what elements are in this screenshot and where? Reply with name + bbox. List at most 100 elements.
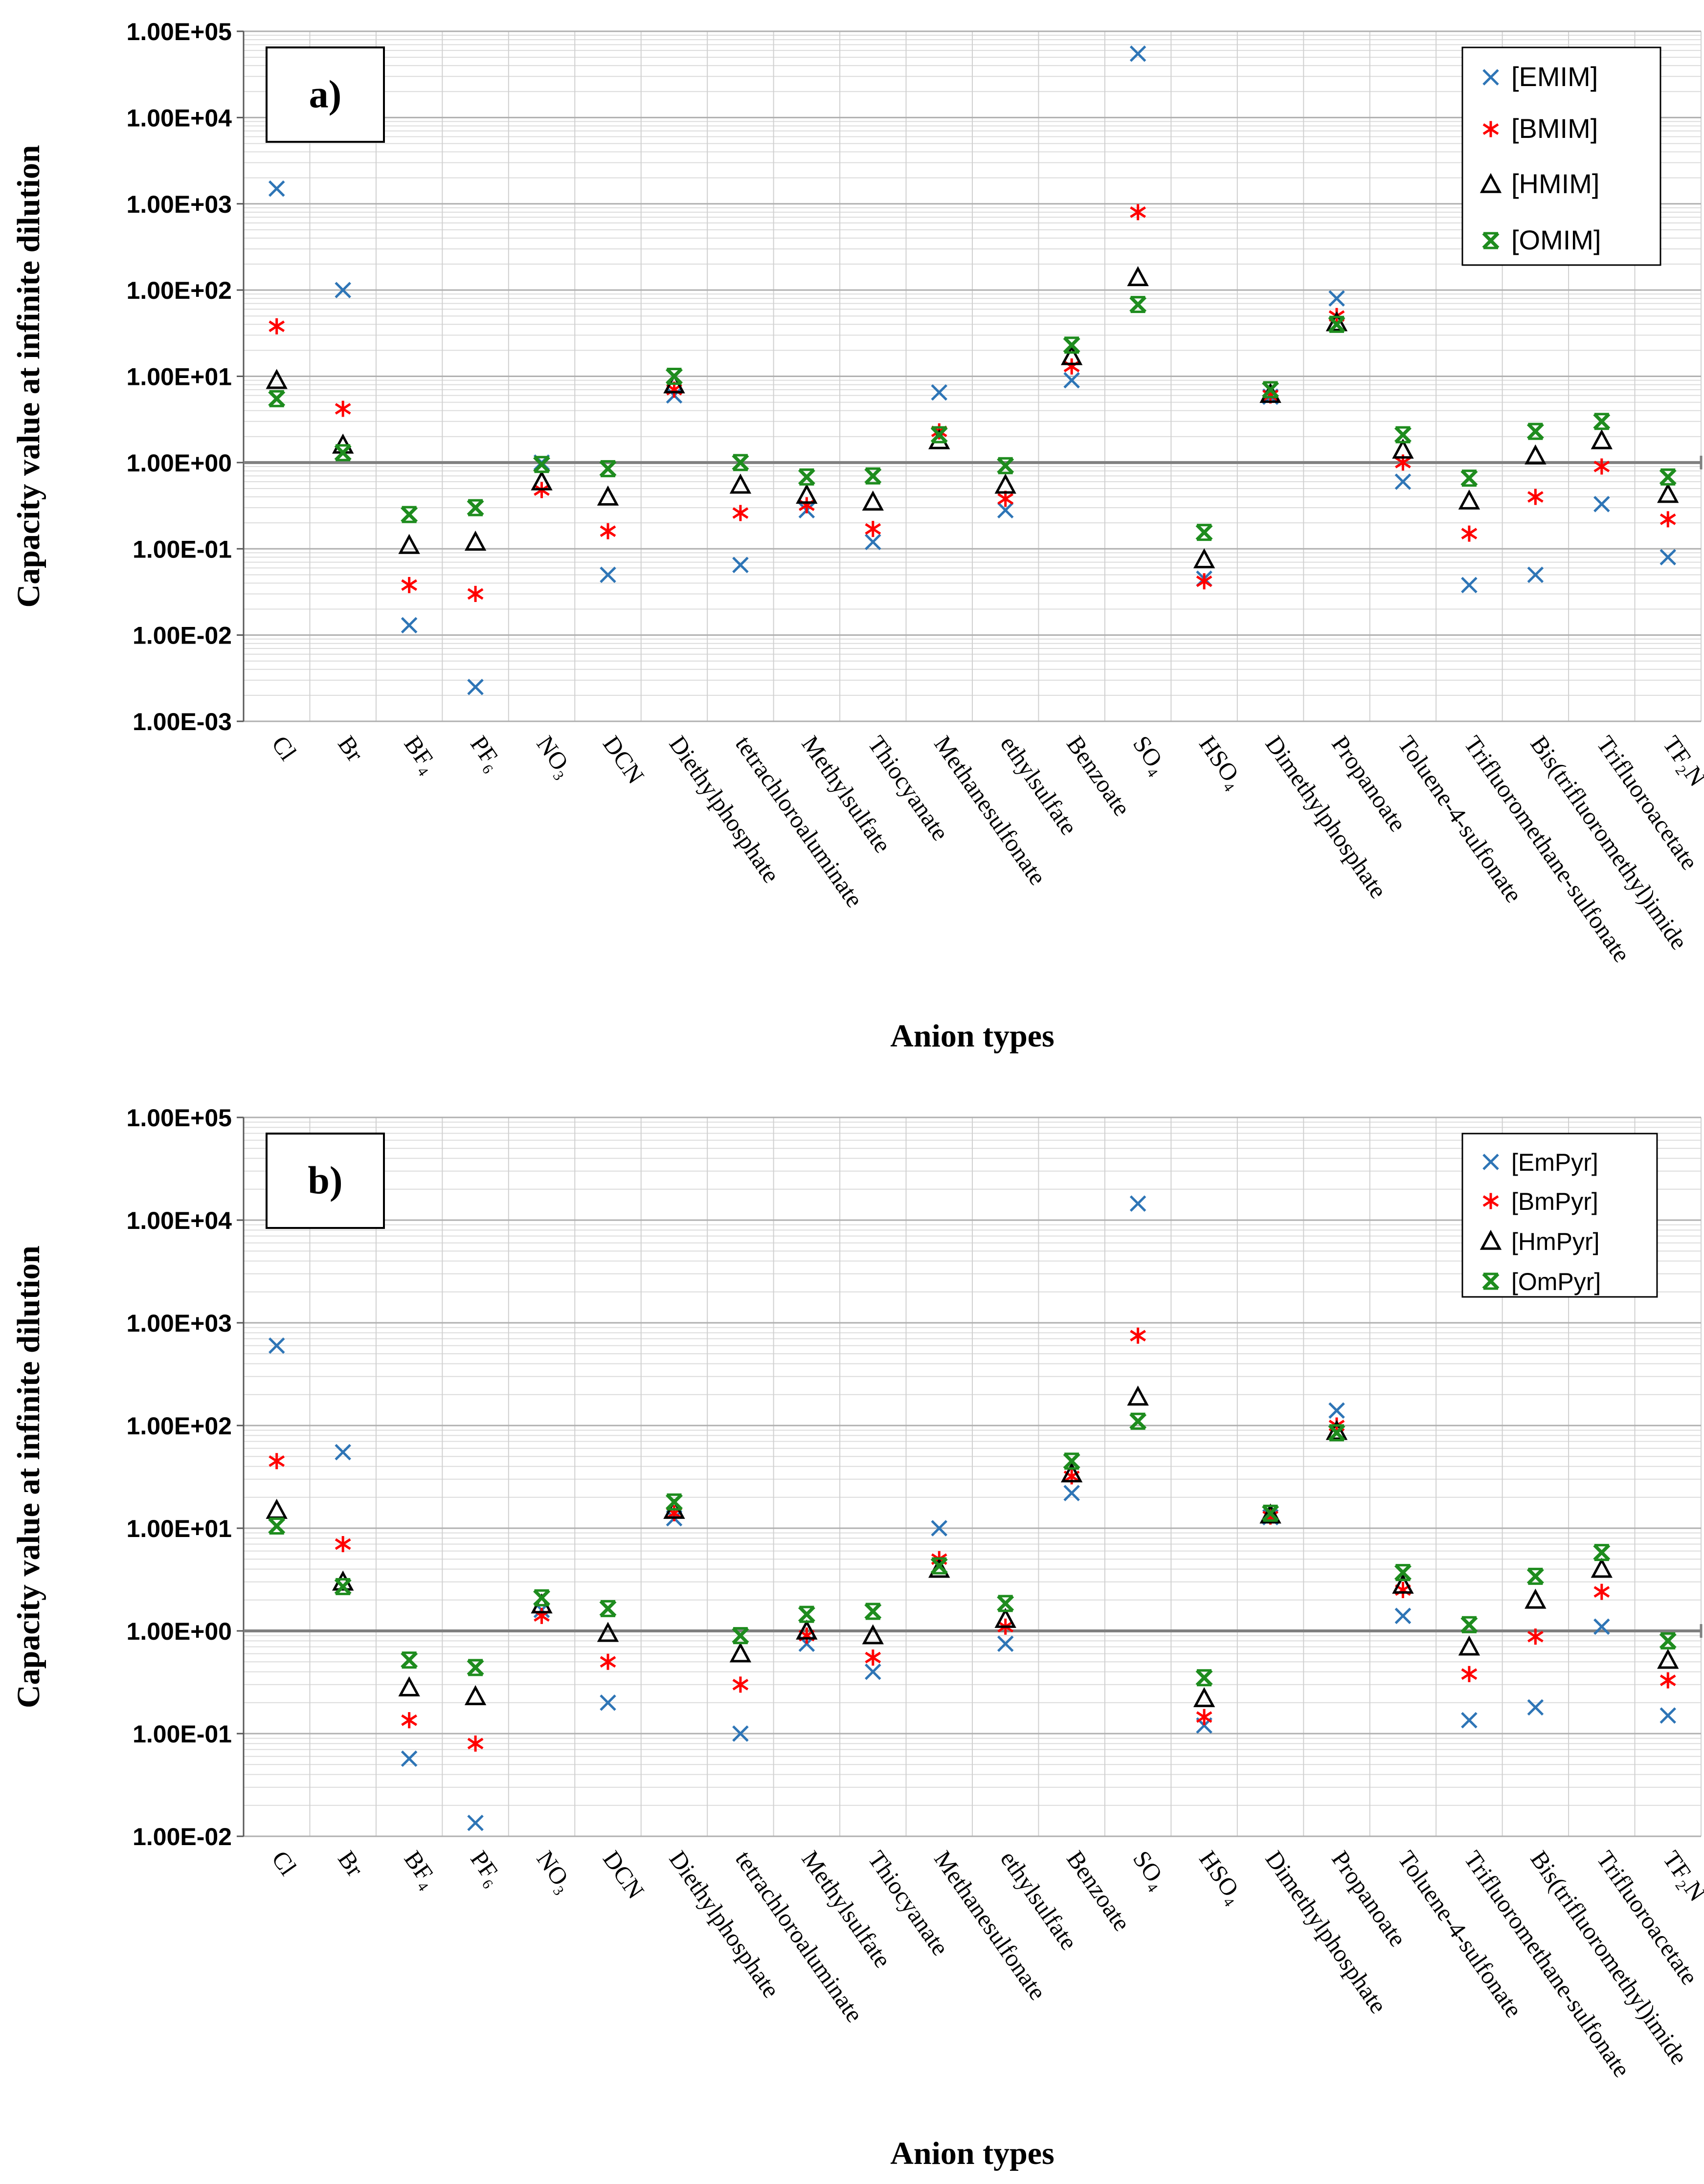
y-tick-label: 1.00E+00 xyxy=(127,1618,232,1645)
legend-label: [OMIM] xyxy=(1511,224,1601,255)
marker-stroke xyxy=(269,320,285,333)
data-point xyxy=(732,454,749,471)
marker-stroke xyxy=(862,1624,884,1645)
data-point xyxy=(1458,1635,1480,1656)
data-point xyxy=(1394,473,1412,490)
marker-stroke xyxy=(931,384,948,401)
data-point xyxy=(1129,45,1146,62)
data-point xyxy=(997,457,1014,474)
marker-stroke xyxy=(862,490,884,511)
x-category-label: BF₄ xyxy=(399,1846,444,1893)
marker-stroke xyxy=(1659,1674,1676,1686)
data-point xyxy=(1527,489,1544,505)
data-point xyxy=(1127,266,1149,287)
marker-stroke xyxy=(1591,1558,1613,1578)
data-point xyxy=(1328,290,1345,307)
y-tick-label: 1.00E+04 xyxy=(127,104,232,132)
marker-stroke xyxy=(1129,1195,1146,1212)
data-point xyxy=(467,679,484,695)
data-point xyxy=(401,617,418,634)
data-point xyxy=(796,1619,818,1640)
data-point xyxy=(1461,525,1478,542)
data-point xyxy=(1060,345,1083,365)
y-tick-label: 1.00E+00 xyxy=(127,449,232,477)
marker-stroke xyxy=(732,1725,749,1742)
marker-stroke xyxy=(1482,1272,1500,1290)
marker-stroke xyxy=(796,484,818,504)
x-category-label: Toluene-4-sulfonate xyxy=(1392,731,1527,907)
data-point xyxy=(335,1444,351,1461)
data-point xyxy=(398,534,420,554)
y-tick-label: 1.00E-01 xyxy=(133,535,232,563)
data-point xyxy=(1659,1632,1677,1649)
y-tick-label: 1.00E+02 xyxy=(127,1412,232,1440)
marker-stroke xyxy=(1482,232,1500,249)
data-point xyxy=(930,1557,948,1575)
legend-label: [BmPyr] xyxy=(1511,1188,1598,1215)
marker-stroke xyxy=(531,470,553,490)
marker-stroke xyxy=(1394,1564,1412,1582)
data-point xyxy=(1593,1618,1610,1635)
data-point xyxy=(600,566,616,583)
panel-label-box xyxy=(266,46,385,143)
data-point xyxy=(1659,468,1677,486)
data-point xyxy=(533,1589,551,1606)
marker-stroke xyxy=(1060,1462,1083,1483)
data-point xyxy=(335,1536,351,1553)
marker-stroke xyxy=(1195,1669,1213,1687)
data-point xyxy=(1130,1327,1146,1344)
marker-stroke xyxy=(1657,1649,1679,1669)
data-point xyxy=(467,499,484,516)
marker-stroke xyxy=(401,506,418,523)
legend-marker xyxy=(1482,1272,1500,1290)
marker-stroke xyxy=(1130,1330,1146,1342)
data-point xyxy=(931,1520,948,1537)
x-category-label: TF₂N xyxy=(1658,1846,1704,1906)
marker-stroke xyxy=(1593,496,1610,513)
x-category-label: Br xyxy=(333,1846,369,1881)
data-point xyxy=(732,557,749,574)
x-category-label: Cl xyxy=(267,731,302,765)
x-category-label: HSO₄ xyxy=(1194,1846,1249,1908)
marker-stroke xyxy=(600,525,616,537)
y-tick-label: 1.00E-01 xyxy=(133,1720,232,1748)
y-axis-title: Capacity value at infinite dilution xyxy=(11,145,46,607)
data-point xyxy=(599,1600,617,1617)
data-point xyxy=(334,1578,352,1595)
data-point xyxy=(1328,1424,1345,1442)
data-point xyxy=(600,1653,616,1670)
marker-stroke xyxy=(1482,1195,1499,1207)
marker-stroke xyxy=(1593,1544,1611,1561)
data-point xyxy=(1060,1462,1083,1483)
marker-stroke xyxy=(931,1520,948,1537)
marker-stroke xyxy=(597,485,619,506)
data-point xyxy=(1063,372,1080,389)
x-category-label: Dimethylphosphate xyxy=(1260,1846,1392,2018)
data-point xyxy=(1063,336,1080,354)
marker-stroke xyxy=(1195,524,1213,541)
data-point xyxy=(401,1750,418,1767)
data-point xyxy=(1659,1707,1677,1724)
data-point xyxy=(994,1607,1016,1628)
marker-stroke xyxy=(798,468,815,486)
marker-stroke xyxy=(865,1651,881,1664)
marker-stroke xyxy=(1259,1503,1281,1524)
data-point xyxy=(997,1635,1014,1652)
marker-stroke xyxy=(994,473,1016,494)
data-point xyxy=(1262,1504,1279,1522)
marker-stroke xyxy=(467,1659,484,1676)
data-point xyxy=(732,505,749,521)
legend-label: [HmPyr] xyxy=(1511,1228,1600,1255)
data-point xyxy=(1196,573,1212,590)
marker-stroke xyxy=(1060,345,1083,365)
legend-label: [EMIM] xyxy=(1511,61,1598,92)
data-point xyxy=(1591,429,1613,449)
marker-stroke xyxy=(997,1635,1014,1652)
x-axis-title: Anion types xyxy=(890,1018,1054,1054)
data-point xyxy=(467,1735,484,1752)
marker-stroke xyxy=(599,1600,617,1617)
marker-stroke xyxy=(732,1627,749,1645)
marker-stroke xyxy=(1525,444,1547,465)
marker-stroke xyxy=(732,557,749,574)
marker-stroke xyxy=(1394,1607,1412,1625)
